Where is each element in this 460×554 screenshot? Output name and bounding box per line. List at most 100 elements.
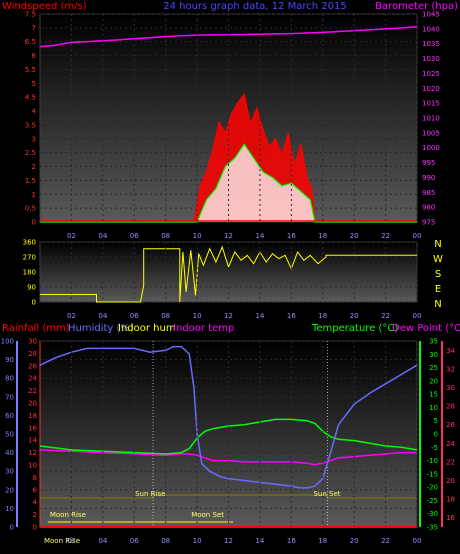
windspeed-tick-label: 2	[32, 163, 36, 171]
x-tick-label: 12	[224, 232, 233, 240]
x-tick-label: 22	[381, 232, 390, 240]
indoor-temp-tick-label: 24	[446, 440, 455, 448]
x-tick-label: 04	[98, 312, 107, 320]
x-tick-label: 10	[193, 232, 202, 240]
humidity-tick-label: 100	[1, 338, 14, 346]
sun-rise-label: Sun Rise	[135, 490, 165, 498]
x-tick-label: 04	[98, 232, 107, 240]
humidity-tick-label: 30	[5, 468, 14, 476]
temperature-label: Temperature (°C)	[311, 323, 398, 334]
windspeed-tick-label: 0.5	[25, 205, 36, 213]
rainfall-tick-label: 10	[28, 462, 37, 470]
dew-point-label: Dew Point (°C)	[392, 323, 460, 334]
rainfall-tick-label: 24	[28, 375, 37, 383]
temperature-tick-label: 30	[429, 351, 438, 359]
humidity-tick-label: 60	[5, 412, 14, 420]
temperature-tick-label: 5	[434, 417, 438, 425]
temperature-tick-label: -20	[427, 484, 438, 492]
gust-area	[40, 144, 417, 222]
x-tick-label: 14	[255, 537, 264, 545]
x-tick-label: 10	[193, 537, 202, 545]
direction-tick-label: 90	[27, 284, 36, 292]
windspeed-area	[40, 94, 417, 222]
temperature-tick-label: -25	[427, 497, 438, 505]
x-tick-label: 14	[255, 232, 264, 240]
barometer-tick-label: 1045	[422, 11, 440, 19]
moon-set-label: Moon Set	[191, 511, 224, 519]
temperature-tick-label: -10	[427, 457, 438, 465]
indoor-temp-tick-label: 28	[446, 403, 455, 411]
x-tick-label: 20	[350, 537, 359, 545]
barometer-tick-label: 995	[422, 159, 435, 167]
direction-tick-label: 180	[23, 269, 36, 277]
x-tick-label: 08	[161, 312, 170, 320]
humidity-tick-label: 20	[5, 486, 14, 494]
humidity-tick-label: 70	[5, 393, 14, 401]
panel3-axes: 0102030405060708090100024681012141618202…	[1, 338, 456, 532]
x-tick-label: 18	[318, 232, 327, 240]
windspeed-tick-label: 0	[32, 219, 36, 227]
indoor-hum-label: Indoor hum	[118, 323, 176, 334]
x-tick-label: 16	[287, 537, 296, 545]
x-tick-label: 18	[318, 537, 327, 545]
temperature-tick-label: -30	[427, 510, 438, 518]
x-tick-label: 12	[224, 312, 233, 320]
barometer-tick-label: 1020	[422, 85, 440, 93]
rainfall-tick-label: 26	[28, 362, 37, 370]
barometer-tick-label: 1040	[422, 25, 440, 33]
temperature-tick-label: 15	[429, 391, 438, 399]
direction-tick-label: 0	[32, 299, 36, 307]
barometer-tick-label: 1035	[422, 40, 440, 48]
rainfall-tick-label: 2	[33, 511, 37, 519]
humidity-tick-label: 50	[5, 431, 14, 439]
temperature-tick-label: -15	[427, 470, 438, 478]
rainfall-tick-label: 18	[28, 412, 37, 420]
x-tick-label: 02	[67, 232, 76, 240]
humidity-tick-label: 90	[5, 356, 14, 364]
rainfall-tick-label: 22	[28, 387, 37, 395]
x-tick-label: 22	[381, 312, 390, 320]
compass-letter: S	[435, 269, 441, 280]
moon-rise-label: Moon Rise	[50, 511, 86, 519]
compass-letter: N	[434, 239, 441, 250]
indoor-temp-tick-label: 20	[446, 477, 455, 485]
indoor-temp-tick-label: 30	[446, 384, 455, 392]
rainfall-tick-label: 0	[33, 524, 37, 532]
windspeed-axis: 0 0.5 1 1.5 2 2.5 3 3.5 4 4.5 5 5.5 6 6.5 7 7.5	[25, 11, 37, 227]
x-tick-label: 08	[161, 232, 170, 240]
x-tick-label: 00	[413, 537, 422, 545]
rainfall-tick-label: 14	[28, 437, 37, 445]
humidity-label: Humidity (%)	[68, 323, 134, 334]
humidity-tick-label: 0	[10, 524, 14, 532]
barometer-tick-label: 1005	[422, 129, 440, 137]
gust-line	[40, 143, 417, 223]
barometer-tick-label: 1015	[422, 100, 440, 108]
wind-barometer-panel: 00.511.522.533.544.555.566.577.5 9759809…	[25, 11, 440, 241]
sun-set-label: Sun Set	[313, 490, 340, 498]
x-tick-label: 06	[130, 232, 139, 240]
rainfall-tick-label: 28	[28, 350, 37, 358]
x-tick-label: 02	[67, 312, 76, 320]
panel2-x-axis: 02 04 06 08 10 12 14 16 18 20 22 00	[67, 242, 421, 320]
temperature-tick-label: 0	[434, 431, 438, 439]
windspeed-tick-label: 6.5	[25, 38, 36, 46]
barometer-tick-label: 1030	[422, 55, 440, 63]
indoor-temp-label: Indoor temp	[173, 323, 234, 334]
x-tick-label: 10	[193, 312, 202, 320]
indoor-temp-tick-label: 18	[446, 496, 455, 504]
windspeed-label: Windspeed (m/s)	[2, 1, 87, 12]
temp-humidity-panel: 0102030405060708090100024681012141618202…	[1, 338, 456, 546]
panel1-x-axis: 02 04 06 08 10 12 14 16 18 20 22 00	[67, 14, 421, 240]
rainfall-tick-label: 12	[28, 449, 37, 457]
temperature-tick-label: 10	[429, 404, 438, 412]
temperature-tick-label: -35	[427, 524, 438, 532]
x-tick-label: 02	[67, 537, 76, 545]
temperature-tick-label: 20	[429, 377, 438, 385]
windspeed-tick-label: 7.5	[25, 11, 36, 19]
temperature-tick-label: -5	[431, 444, 438, 452]
barometer-tick-label: 1025	[422, 70, 440, 78]
compass-letter: E	[435, 284, 441, 295]
